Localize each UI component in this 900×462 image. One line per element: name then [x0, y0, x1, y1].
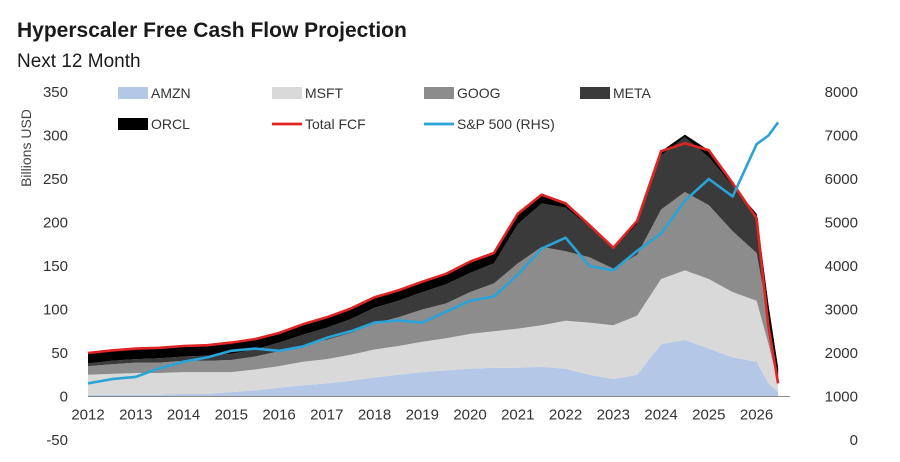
y2-tick-label: 1000: [825, 389, 858, 406]
legend-label-msft: MSFT: [305, 85, 344, 101]
x-tick-label: 2021: [501, 407, 534, 424]
x-tick-label: 2017: [310, 407, 343, 424]
y2-tick-label: 6000: [825, 171, 858, 188]
x-axis-ticks: 2012 2013 2014 2015 2016 2017 2018 2019 2020 2021…: [71, 407, 773, 424]
legend-swatch-orcl: [118, 118, 148, 130]
x-tick-label: 2026: [740, 407, 773, 424]
x-tick-label: 2023: [597, 407, 630, 424]
legend: AMZN MSFT GOOG META ORCL Total FCF S&P 500 (RH…: [118, 85, 652, 132]
chart-subtitle: Next 12 Month: [17, 51, 141, 72]
legend-label-goog: GOOG: [457, 85, 501, 101]
legend-label-amzn: AMZN: [151, 85, 191, 101]
x-tick-label: 2012: [71, 407, 104, 424]
x-tick-label: 2022: [549, 407, 582, 424]
x-tick-label: 2014: [167, 407, 200, 424]
legend-swatch-meta: [580, 87, 610, 99]
line-total-fcf: [87, 142, 780, 384]
y-tick-label: 0: [60, 389, 68, 406]
y-axis-label: Billions USD: [18, 109, 34, 187]
y-tick-label: 250: [43, 171, 68, 188]
legend-label-orcl: ORCL: [151, 116, 190, 132]
area-msft: [88, 270, 779, 395]
y2-tick-label: 2000: [825, 345, 858, 362]
x-tick-label: 2024: [644, 407, 677, 424]
x-tick-label: 2015: [215, 407, 248, 424]
y-tick-label: 50: [51, 345, 68, 362]
y2-tick-label: 7000: [825, 128, 858, 145]
x-tick-label: 2019: [406, 407, 439, 424]
legend-label-s-p-500-rhs: S&P 500 (RHS): [457, 116, 555, 132]
area-meta: [88, 137, 779, 375]
y-tick-label: 300: [43, 128, 68, 145]
chart-title: Hyperscaler Free Cash Flow Projection: [17, 19, 407, 42]
y-tick-label: 150: [43, 258, 68, 275]
y2-tick-label: 3000: [825, 302, 858, 319]
legend-label-meta: META: [613, 85, 652, 101]
legend-swatch-amzn: [118, 87, 148, 99]
y-tick-label: -50: [46, 432, 68, 449]
y2-tick-label: 0: [850, 432, 858, 449]
y2-tick-label: 4000: [825, 258, 858, 275]
right-axis-ticks: 8000 7000 6000 5000 4000 3000 2000 1000 0: [825, 84, 858, 449]
y-tick-label: 200: [43, 215, 68, 232]
y-tick-label: 100: [43, 302, 68, 319]
y2-tick-label: 8000: [825, 84, 858, 101]
area-goog: [88, 192, 779, 384]
left-axis-ticks: 350 300 250 200 150 100 50 0 -50: [43, 84, 68, 449]
x-tick-label: 2025: [692, 407, 725, 424]
x-tick-label: 2016: [262, 407, 295, 424]
legend-label-total-fcf: Total FCF: [305, 116, 366, 132]
series-lines: [87, 121, 780, 385]
legend-swatch-goog: [424, 87, 454, 99]
y2-tick-label: 5000: [825, 215, 858, 232]
area-amzn: [88, 339, 779, 397]
x-tick-label: 2013: [119, 407, 152, 424]
legend-swatch-msft: [272, 87, 302, 99]
line-s-p-500-rhs: [87, 121, 780, 385]
y-tick-label: 350: [43, 84, 68, 101]
stacked-areas: [88, 134, 779, 397]
x-tick-label: 2020: [453, 407, 486, 424]
x-tick-label: 2018: [358, 407, 391, 424]
